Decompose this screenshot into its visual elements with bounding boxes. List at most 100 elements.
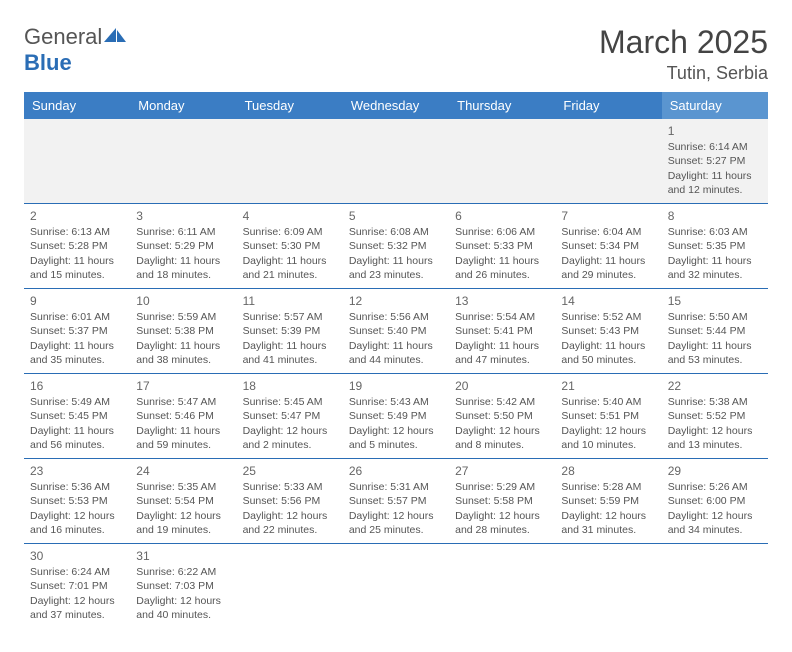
calendar-cell — [237, 544, 343, 629]
sunrise-text: Sunrise: 6:03 AM — [668, 225, 762, 239]
sail-icon — [102, 24, 128, 50]
weekday-fri: Friday — [555, 92, 661, 119]
sunrise-text: Sunrise: 5:57 AM — [243, 310, 337, 324]
day-number: 15 — [668, 293, 762, 309]
calendar-cell: 3Sunrise: 6:11 AMSunset: 5:29 PMDaylight… — [130, 204, 236, 289]
sunset-text: Sunset: 5:27 PM — [668, 154, 762, 168]
sunset-text: Sunset: 5:28 PM — [30, 239, 124, 253]
day-number: 31 — [136, 548, 230, 564]
calendar-cell: 7Sunrise: 6:04 AMSunset: 5:34 PMDaylight… — [555, 204, 661, 289]
calendar-cell: 15Sunrise: 5:50 AMSunset: 5:44 PMDayligh… — [662, 289, 768, 374]
calendar-cell: 5Sunrise: 6:08 AMSunset: 5:32 PMDaylight… — [343, 204, 449, 289]
calendar-row: 30Sunrise: 6:24 AMSunset: 7:01 PMDayligh… — [24, 544, 768, 629]
sunset-text: Sunset: 5:38 PM — [136, 324, 230, 338]
sunset-text: Sunset: 5:32 PM — [349, 239, 443, 253]
sunrise-text: Sunrise: 5:40 AM — [561, 395, 655, 409]
sunset-text: Sunset: 5:35 PM — [668, 239, 762, 253]
daylight-text: Daylight: 12 hours and 13 minutes. — [668, 424, 762, 452]
day-number: 9 — [30, 293, 124, 309]
sunrise-text: Sunrise: 5:43 AM — [349, 395, 443, 409]
daylight-text: Daylight: 12 hours and 28 minutes. — [455, 509, 549, 537]
page-title: March 2025 — [599, 24, 768, 61]
day-number: 25 — [243, 463, 337, 479]
day-number: 4 — [243, 208, 337, 224]
sunrise-text: Sunrise: 5:56 AM — [349, 310, 443, 324]
calendar-cell: 2Sunrise: 6:13 AMSunset: 5:28 PMDaylight… — [24, 204, 130, 289]
day-number: 19 — [349, 378, 443, 394]
title-block: March 2025 Tutin, Serbia — [599, 24, 768, 84]
calendar-row: 1Sunrise: 6:14 AMSunset: 5:27 PMDaylight… — [24, 119, 768, 204]
daylight-text: Daylight: 11 hours and 56 minutes. — [30, 424, 124, 452]
calendar-cell — [449, 119, 555, 204]
calendar-cell — [555, 544, 661, 629]
sunset-text: Sunset: 6:00 PM — [668, 494, 762, 508]
day-number: 7 — [561, 208, 655, 224]
calendar-cell: 21Sunrise: 5:40 AMSunset: 5:51 PMDayligh… — [555, 374, 661, 459]
calendar-cell — [24, 119, 130, 204]
daylight-text: Daylight: 11 hours and 15 minutes. — [30, 254, 124, 282]
calendar-cell: 8Sunrise: 6:03 AMSunset: 5:35 PMDaylight… — [662, 204, 768, 289]
day-number: 29 — [668, 463, 762, 479]
sunrise-text: Sunrise: 6:22 AM — [136, 565, 230, 579]
sunset-text: Sunset: 5:34 PM — [561, 239, 655, 253]
day-number: 26 — [349, 463, 443, 479]
sunset-text: Sunset: 7:01 PM — [30, 579, 124, 593]
calendar-cell: 23Sunrise: 5:36 AMSunset: 5:53 PMDayligh… — [24, 459, 130, 544]
weekday-sat: Saturday — [662, 92, 768, 119]
sunset-text: Sunset: 5:39 PM — [243, 324, 337, 338]
daylight-text: Daylight: 12 hours and 25 minutes. — [349, 509, 443, 537]
day-number: 13 — [455, 293, 549, 309]
sunrise-text: Sunrise: 5:50 AM — [668, 310, 762, 324]
day-number: 6 — [455, 208, 549, 224]
daylight-text: Daylight: 11 hours and 59 minutes. — [136, 424, 230, 452]
day-number: 11 — [243, 293, 337, 309]
daylight-text: Daylight: 11 hours and 35 minutes. — [30, 339, 124, 367]
day-number: 14 — [561, 293, 655, 309]
sunrise-text: Sunrise: 5:59 AM — [136, 310, 230, 324]
daylight-text: Daylight: 11 hours and 12 minutes. — [668, 169, 762, 197]
sunrise-text: Sunrise: 6:13 AM — [30, 225, 124, 239]
logo-text-2: Blue — [24, 50, 72, 75]
weekday-tue: Tuesday — [237, 92, 343, 119]
calendar-cell: 10Sunrise: 5:59 AMSunset: 5:38 PMDayligh… — [130, 289, 236, 374]
daylight-text: Daylight: 12 hours and 19 minutes. — [136, 509, 230, 537]
calendar-cell — [449, 544, 555, 629]
calendar-cell — [343, 544, 449, 629]
calendar-cell: 14Sunrise: 5:52 AMSunset: 5:43 PMDayligh… — [555, 289, 661, 374]
sunrise-text: Sunrise: 6:09 AM — [243, 225, 337, 239]
weekday-header-row: Sunday Monday Tuesday Wednesday Thursday… — [24, 92, 768, 119]
sunset-text: Sunset: 5:30 PM — [243, 239, 337, 253]
weekday-thu: Thursday — [449, 92, 555, 119]
day-number: 20 — [455, 378, 549, 394]
sunrise-text: Sunrise: 6:06 AM — [455, 225, 549, 239]
daylight-text: Daylight: 11 hours and 47 minutes. — [455, 339, 549, 367]
calendar-cell — [343, 119, 449, 204]
calendar-body: 1Sunrise: 6:14 AMSunset: 5:27 PMDaylight… — [24, 119, 768, 628]
sunset-text: Sunset: 5:59 PM — [561, 494, 655, 508]
weekday-wed: Wednesday — [343, 92, 449, 119]
location-label: Tutin, Serbia — [599, 63, 768, 84]
sunrise-text: Sunrise: 5:45 AM — [243, 395, 337, 409]
calendar-cell: 24Sunrise: 5:35 AMSunset: 5:54 PMDayligh… — [130, 459, 236, 544]
day-number: 30 — [30, 548, 124, 564]
day-number: 5 — [349, 208, 443, 224]
calendar-cell: 18Sunrise: 5:45 AMSunset: 5:47 PMDayligh… — [237, 374, 343, 459]
daylight-text: Daylight: 11 hours and 18 minutes. — [136, 254, 230, 282]
sunset-text: Sunset: 5:45 PM — [30, 409, 124, 423]
sunrise-text: Sunrise: 5:33 AM — [243, 480, 337, 494]
day-number: 23 — [30, 463, 124, 479]
calendar-table: Sunday Monday Tuesday Wednesday Thursday… — [24, 92, 768, 628]
calendar-cell: 28Sunrise: 5:28 AMSunset: 5:59 PMDayligh… — [555, 459, 661, 544]
sunrise-text: Sunrise: 5:52 AM — [561, 310, 655, 324]
sunset-text: Sunset: 5:33 PM — [455, 239, 549, 253]
sunrise-text: Sunrise: 6:04 AM — [561, 225, 655, 239]
calendar-cell: 29Sunrise: 5:26 AMSunset: 6:00 PMDayligh… — [662, 459, 768, 544]
day-number: 2 — [30, 208, 124, 224]
sunset-text: Sunset: 5:37 PM — [30, 324, 124, 338]
logo-text-1: General — [24, 24, 102, 49]
calendar-cell — [555, 119, 661, 204]
sunset-text: Sunset: 5:43 PM — [561, 324, 655, 338]
sunrise-text: Sunrise: 6:08 AM — [349, 225, 443, 239]
sunset-text: Sunset: 5:51 PM — [561, 409, 655, 423]
calendar-cell: 12Sunrise: 5:56 AMSunset: 5:40 PMDayligh… — [343, 289, 449, 374]
